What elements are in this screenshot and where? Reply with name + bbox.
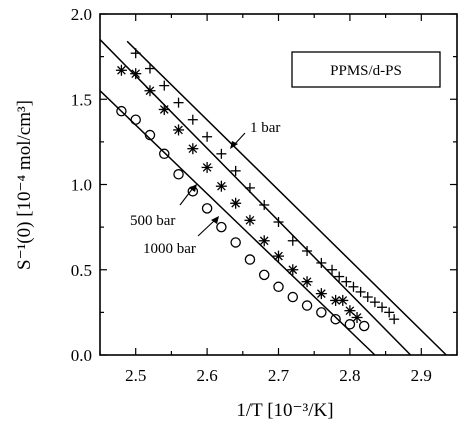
point-1000-bar xyxy=(201,203,213,214)
point-500-bar xyxy=(144,85,156,97)
point-1-bar xyxy=(173,97,184,108)
point-500-bar xyxy=(244,214,256,226)
point-1000-bar xyxy=(316,307,327,318)
point-500-bar xyxy=(337,294,349,306)
point-1-bar xyxy=(389,314,400,325)
point-1000-bar xyxy=(116,105,127,117)
annotation-500bar: 500 bar xyxy=(130,184,197,229)
point-1000-bar xyxy=(344,319,356,330)
x-tick-label: 2.7 xyxy=(268,366,290,385)
x-tick-label: 2.5 xyxy=(125,366,146,385)
point-1-bar xyxy=(202,131,213,142)
point-1-bar xyxy=(316,257,327,268)
fit-line-1-bar xyxy=(126,40,447,356)
point-1-bar xyxy=(216,148,227,159)
x-axis-title: 1/T [10⁻³/K] xyxy=(236,400,333,421)
point-1-bar xyxy=(130,48,141,59)
point-500-bar xyxy=(258,235,270,247)
point-1-bar xyxy=(377,302,388,313)
point-500-bar xyxy=(230,197,242,209)
point-1000-bar xyxy=(301,300,313,311)
point-1000-bar xyxy=(159,148,170,160)
y-tick-label: 0.0 xyxy=(71,346,92,365)
point-1-bar xyxy=(369,297,380,308)
point-1-bar xyxy=(244,182,255,193)
point-500-bar xyxy=(158,103,170,115)
point-1-bar xyxy=(230,165,241,176)
point-1-bar xyxy=(348,281,359,292)
point-1-bar xyxy=(287,235,298,246)
point-500-bar xyxy=(351,311,363,323)
y-tick-label: 0.5 xyxy=(71,261,92,280)
point-1-bar xyxy=(334,271,345,282)
point-500-bar xyxy=(187,143,199,155)
point-1000-bar xyxy=(216,221,227,233)
point-1000-bar xyxy=(258,269,270,281)
legend-box: PPMS/d-PS xyxy=(291,51,441,88)
x-tick-label: 2.6 xyxy=(196,366,217,385)
legend-label: PPMS/d-PS xyxy=(330,63,402,79)
point-500-bar xyxy=(273,250,284,262)
annotation-label-1bar: 1 bar xyxy=(250,120,280,136)
point-1-bar xyxy=(273,217,284,228)
point-1-bar xyxy=(384,307,395,318)
point-1000-bar xyxy=(130,114,141,125)
point-1000-bar xyxy=(173,169,184,180)
point-1-bar xyxy=(355,286,366,297)
ticks-layer: 2.5 2.6 2.7 2.8 2.9 0.0 0.5 1.0 1.5 2.0 xyxy=(71,5,458,385)
point-1-bar xyxy=(327,264,338,275)
point-500-bar xyxy=(215,180,227,192)
point-1000-bar xyxy=(287,291,299,303)
point-1000-bar xyxy=(144,129,156,141)
annotation-1000bar: 1000 bar xyxy=(143,216,219,257)
y-tick-label: 2.0 xyxy=(71,5,92,24)
y-tick-label: 1.5 xyxy=(71,90,92,109)
point-500-bar xyxy=(287,264,299,276)
annotation-label-1000bar: 1000 bar xyxy=(143,241,196,257)
point-1-bar xyxy=(187,114,198,125)
y-tick-label: 1.0 xyxy=(71,176,92,195)
point-1-bar xyxy=(302,245,313,256)
y-axis-title: S⁻¹(0) [10⁻⁴ mol/cm³] xyxy=(14,100,35,270)
point-500-bar xyxy=(173,124,185,136)
point-1-bar xyxy=(362,292,373,303)
annotation-1bar: 1 bar xyxy=(230,120,280,149)
point-1-bar xyxy=(144,63,155,74)
point-1000-bar xyxy=(230,237,241,248)
data-marks xyxy=(115,48,400,332)
point-500-bar xyxy=(344,305,356,317)
x-tick-label: 2.9 xyxy=(411,366,432,385)
point-1000-bar xyxy=(358,320,370,332)
point-500-bar xyxy=(315,288,327,300)
x-tick-label: 2.8 xyxy=(339,366,360,385)
point-1000-bar xyxy=(244,254,256,265)
point-500-bar xyxy=(130,68,142,80)
point-1000-bar xyxy=(273,281,284,293)
point-500-bar xyxy=(115,64,127,76)
point-1-bar xyxy=(259,199,270,210)
point-1-bar xyxy=(341,276,352,287)
point-1000-bar xyxy=(330,313,341,325)
point-500-bar xyxy=(201,161,213,173)
annotation-label-500bar: 500 bar xyxy=(130,213,175,229)
point-500-bar xyxy=(301,276,313,288)
point-1-bar xyxy=(159,80,170,91)
